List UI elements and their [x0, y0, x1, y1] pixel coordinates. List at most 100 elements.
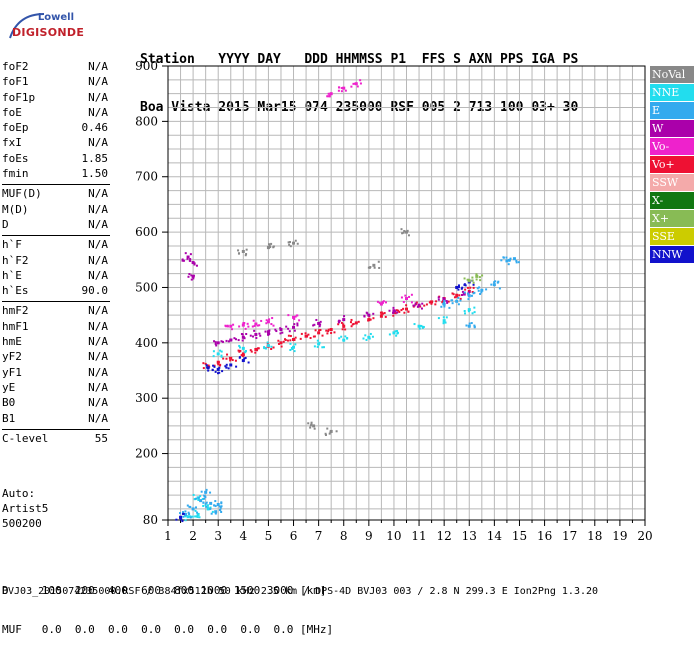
data-point	[207, 369, 210, 372]
data-point	[209, 501, 213, 505]
data-point	[277, 342, 280, 345]
data-point	[464, 312, 467, 315]
data-point	[179, 512, 182, 515]
data-point	[213, 365, 216, 368]
param-value: N/A	[88, 75, 108, 89]
data-point	[342, 325, 345, 328]
data-point	[342, 323, 345, 326]
data-point	[266, 342, 269, 345]
data-point	[517, 261, 520, 264]
data-point	[205, 505, 208, 508]
data-point	[290, 347, 293, 350]
auto-label: Auto:	[2, 487, 36, 500]
data-point	[289, 241, 292, 244]
data-point	[271, 317, 274, 320]
data-point	[403, 230, 406, 233]
data-point	[369, 332, 372, 335]
data-point	[312, 324, 315, 327]
param-row: h`E N/A	[2, 269, 110, 284]
data-point	[219, 506, 222, 509]
data-point	[245, 253, 248, 256]
param-row: B1 N/A	[2, 412, 110, 427]
param-row: foF2 N/A	[2, 60, 110, 75]
param-name: foF2	[2, 60, 29, 73]
data-point	[190, 278, 193, 281]
data-point	[402, 231, 405, 234]
data-point	[408, 295, 411, 298]
data-point	[470, 322, 473, 325]
data-point	[205, 488, 208, 491]
legend-item-e: E	[650, 102, 694, 119]
data-point	[254, 351, 257, 354]
data-point	[245, 333, 248, 336]
data-point	[214, 500, 217, 503]
data-point	[289, 349, 292, 352]
data-point	[485, 288, 488, 291]
data-point	[209, 506, 212, 509]
param-row: fxI N/A	[2, 136, 110, 151]
data-point	[420, 307, 423, 310]
y-tick-label: 80	[143, 513, 158, 527]
data-point	[317, 321, 321, 325]
data-point	[313, 427, 316, 430]
data-point	[473, 311, 476, 314]
data-point	[466, 292, 469, 295]
data-point	[407, 310, 410, 313]
data-point	[270, 345, 273, 348]
data-point	[515, 259, 518, 262]
data-point	[493, 281, 496, 284]
data-point	[318, 329, 321, 332]
data-point	[205, 364, 208, 367]
data-point	[205, 501, 208, 504]
data-point	[321, 334, 324, 337]
data-point	[367, 335, 371, 339]
param-row: foF1 N/A	[2, 75, 110, 90]
data-point	[202, 501, 205, 504]
data-point	[184, 519, 187, 522]
data-point	[461, 286, 464, 289]
data-point	[294, 336, 297, 339]
param-name: foF1p	[2, 90, 36, 104]
data-point	[430, 302, 433, 305]
data-point	[379, 302, 383, 306]
data-point	[239, 349, 242, 352]
data-point	[220, 510, 223, 513]
data-point	[272, 246, 275, 249]
data-point	[471, 279, 474, 282]
distance-row: D 100 200 400 600 800 1000 1500 3000 [km…	[2, 584, 327, 597]
data-point	[288, 243, 291, 246]
logo-swoosh-icon	[9, 13, 45, 39]
data-point	[442, 301, 445, 304]
data-point	[265, 322, 268, 325]
data-point	[400, 228, 403, 231]
data-point	[187, 511, 190, 514]
data-point	[206, 366, 210, 370]
data-point	[227, 367, 230, 370]
data-point	[270, 242, 273, 245]
param-name: B1	[2, 411, 16, 425]
data-point	[309, 337, 312, 340]
data-point	[505, 259, 509, 263]
data-point	[267, 333, 270, 336]
data-point	[224, 324, 227, 327]
param-row: foE N/A	[2, 106, 110, 121]
data-point	[465, 324, 468, 327]
data-point	[362, 337, 365, 340]
data-point	[344, 89, 347, 92]
data-point	[291, 348, 294, 351]
data-point	[233, 337, 236, 340]
x-tick-label: 10	[386, 529, 401, 543]
data-point	[326, 332, 329, 335]
data-point	[244, 254, 247, 257]
param-row: hmF2 N/A	[2, 304, 110, 319]
data-point	[230, 338, 233, 341]
data-point	[381, 301, 384, 304]
data-point	[413, 323, 416, 326]
data-point	[195, 264, 198, 267]
y-tick-label: 600	[135, 225, 158, 239]
data-point	[175, 518, 178, 521]
data-point	[255, 336, 258, 339]
data-point	[396, 332, 399, 335]
data-point	[312, 335, 315, 338]
legend-item-nnw: NNW	[650, 246, 694, 263]
